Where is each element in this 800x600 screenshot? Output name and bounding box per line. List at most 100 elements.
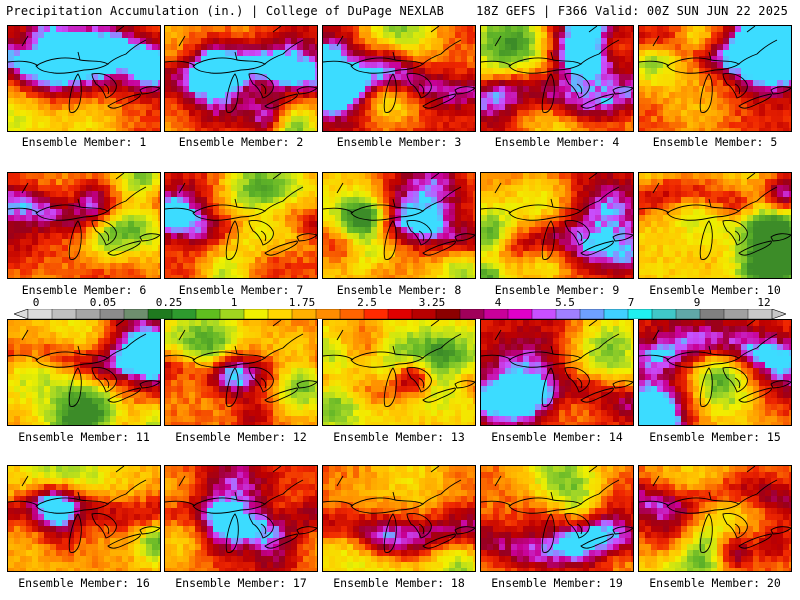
great-lakes-outline bbox=[323, 173, 475, 260]
colorbar-swatch bbox=[267, 309, 293, 319]
great-lakes-outline bbox=[8, 320, 160, 407]
precip-field-map bbox=[323, 173, 475, 278]
ensemble-member-label: Ensemble Member: 10 bbox=[649, 283, 781, 297]
precip-field-map bbox=[639, 320, 791, 425]
colorbar-swatch bbox=[435, 309, 461, 319]
colorbar-swatch bbox=[243, 309, 269, 319]
ensemble-member-label: Ensemble Member: 14 bbox=[491, 430, 623, 444]
ensemble-member-label: Ensemble Member: 8 bbox=[336, 283, 462, 297]
colorbar-swatch bbox=[99, 309, 125, 319]
colorbar-swatch bbox=[723, 309, 749, 319]
ensemble-member-label: Ensemble Member: 5 bbox=[652, 135, 778, 149]
precip-field-map bbox=[481, 26, 633, 131]
ensemble-panel bbox=[322, 25, 476, 132]
ensemble-panel bbox=[638, 25, 792, 132]
colorbar-swatch bbox=[603, 309, 629, 319]
ensemble-panel bbox=[480, 319, 634, 426]
ensemble-panel bbox=[7, 172, 161, 279]
ensemble-member-label: Ensemble Member: 18 bbox=[333, 576, 465, 590]
precip-field-map bbox=[481, 320, 633, 425]
colorbar-swatch bbox=[507, 309, 533, 319]
ensemble-member-label: Ensemble Member: 2 bbox=[178, 135, 304, 149]
colorbar-swatch bbox=[219, 309, 245, 319]
great-lakes-outline bbox=[481, 320, 633, 407]
great-lakes-outline bbox=[323, 26, 475, 113]
precip-field-map bbox=[323, 26, 475, 131]
colorbar-label: 4 bbox=[494, 296, 502, 309]
colorbar-swatch bbox=[411, 309, 437, 319]
ensemble-member-label: Ensemble Member: 7 bbox=[178, 283, 304, 297]
map-title: Precipitation Accumulation (in.) | Colle… bbox=[6, 4, 445, 18]
ensemble-panel bbox=[322, 172, 476, 279]
colorbar-swatch bbox=[315, 309, 341, 319]
great-lakes-outline bbox=[639, 320, 791, 407]
colorbar-swatch bbox=[459, 309, 485, 319]
precip-field-map bbox=[8, 466, 160, 571]
great-lakes-outline bbox=[165, 173, 317, 260]
great-lakes-outline bbox=[323, 320, 475, 407]
great-lakes-outline bbox=[481, 26, 633, 113]
ensemble-member-label: Ensemble Member: 17 bbox=[175, 576, 307, 590]
precip-field-map bbox=[639, 466, 791, 571]
colorbar-swatch bbox=[483, 309, 509, 319]
great-lakes-outline bbox=[639, 26, 791, 113]
colorbar-swatch bbox=[363, 309, 389, 319]
ensemble-panel bbox=[322, 319, 476, 426]
ensemble-member-label: Ensemble Member: 3 bbox=[336, 135, 462, 149]
ensemble-panel bbox=[480, 172, 634, 279]
ensemble-member-label: Ensemble Member: 9 bbox=[494, 283, 620, 297]
colorbar-swatch bbox=[555, 309, 581, 319]
colorbar-swatch bbox=[147, 309, 173, 319]
ensemble-member-label: Ensemble Member: 11 bbox=[18, 430, 150, 444]
colorbar-swatch bbox=[531, 309, 557, 319]
great-lakes-outline bbox=[8, 466, 160, 553]
ensemble-panel bbox=[480, 465, 634, 572]
colorbar-label: 0 bbox=[32, 296, 40, 309]
colorbar-label: 0.05 bbox=[89, 296, 117, 309]
ensemble-panel bbox=[638, 319, 792, 426]
ensemble-panel bbox=[7, 25, 161, 132]
great-lakes-outline bbox=[165, 320, 317, 407]
great-lakes-outline bbox=[639, 466, 791, 553]
colorbar-swatch bbox=[747, 309, 773, 319]
colorbar-arrow-max bbox=[771, 309, 786, 319]
precipitation-colorbar bbox=[14, 309, 786, 319]
colorbar-label: 2.5 bbox=[357, 296, 377, 309]
colorbar-label: 0.25 bbox=[155, 296, 183, 309]
precip-field-map bbox=[323, 320, 475, 425]
ensemble-panel bbox=[7, 319, 161, 426]
ensemble-panel bbox=[638, 465, 792, 572]
ensemble-member-label: Ensemble Member: 15 bbox=[649, 430, 781, 444]
precip-field-map bbox=[639, 173, 791, 278]
great-lakes-outline bbox=[481, 466, 633, 553]
ensemble-panel bbox=[7, 465, 161, 572]
ensemble-member-label: Ensemble Member: 16 bbox=[18, 576, 150, 590]
colorbar-swatch bbox=[339, 309, 365, 319]
great-lakes-outline bbox=[639, 173, 791, 260]
ensemble-member-label: Ensemble Member: 4 bbox=[494, 135, 620, 149]
colorbar-label: 1 bbox=[230, 296, 238, 309]
precip-field-map bbox=[165, 320, 317, 425]
colorbar-swatch bbox=[291, 309, 317, 319]
ensemble-panel bbox=[164, 319, 318, 426]
precip-field-map bbox=[323, 466, 475, 571]
great-lakes-outline bbox=[8, 173, 160, 260]
colorbar-swatch bbox=[579, 309, 605, 319]
ensemble-panel bbox=[480, 25, 634, 132]
colorbar-label: 7 bbox=[627, 296, 635, 309]
great-lakes-outline bbox=[165, 466, 317, 553]
ensemble-member-label: Ensemble Member: 20 bbox=[649, 576, 781, 590]
colorbar-swatch bbox=[387, 309, 413, 319]
ensemble-panel bbox=[164, 25, 318, 132]
precip-field-map bbox=[165, 26, 317, 131]
colorbar-swatch bbox=[627, 309, 653, 319]
colorbar-swatch bbox=[171, 309, 197, 319]
ensemble-member-label: Ensemble Member: 19 bbox=[491, 576, 623, 590]
run-info: 18Z GEFS | F366 Valid: 00Z SUN JUN 22 20… bbox=[476, 4, 788, 18]
colorbar-swatch bbox=[27, 309, 53, 319]
ensemble-member-label: Ensemble Member: 1 bbox=[21, 135, 147, 149]
great-lakes-outline bbox=[323, 466, 475, 553]
ensemble-panel bbox=[638, 172, 792, 279]
great-lakes-outline bbox=[8, 26, 160, 113]
colorbar-label: 9 bbox=[693, 296, 701, 309]
